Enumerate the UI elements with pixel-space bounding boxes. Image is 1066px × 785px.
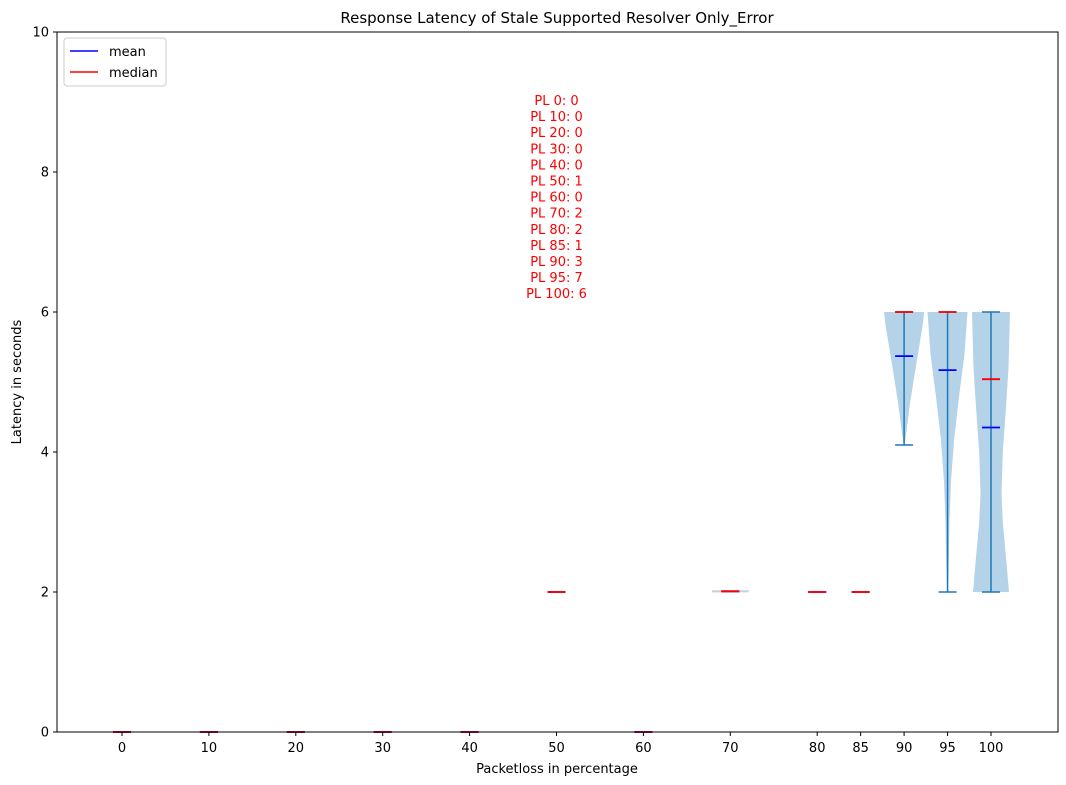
x-axis: 0 10 20 30 40 50 60 70 80 85 90 95 100 bbox=[118, 732, 1004, 756]
y-axis: 0 2 4 6 8 10 bbox=[32, 26, 57, 741]
y-tick-label: 10 bbox=[32, 26, 49, 41]
chart-title: Response Latency of Stale Supported Reso… bbox=[340, 9, 774, 28]
annotation-line: PL 60: 0 bbox=[530, 191, 583, 206]
x-tick-label: 85 bbox=[852, 741, 869, 756]
x-tick-label: 30 bbox=[374, 741, 391, 756]
annotation-line: PL 95: 7 bbox=[530, 271, 583, 286]
legend-box bbox=[63, 37, 167, 87]
y-tick-label: 2 bbox=[41, 586, 49, 601]
annotation-line: PL 20: 0 bbox=[530, 126, 583, 141]
annotation-line: PL 30: 0 bbox=[530, 142, 583, 157]
x-tick-label: 0 bbox=[118, 741, 126, 756]
x-axis-label: Packetloss in percentage bbox=[476, 762, 638, 777]
annotation-line: PL 85: 1 bbox=[530, 239, 583, 254]
x-tick-label: 10 bbox=[201, 741, 218, 756]
legend-mean-label: mean bbox=[109, 45, 146, 60]
annotation-line: PL 100: 6 bbox=[526, 287, 587, 302]
y-axis-label: Latency in seconds bbox=[10, 319, 25, 444]
annotation-line: PL 40: 0 bbox=[530, 158, 583, 173]
x-tick-label: 90 bbox=[896, 741, 913, 756]
x-tick-label: 60 bbox=[635, 741, 652, 756]
annotation-line: PL 70: 2 bbox=[530, 207, 583, 222]
x-tick-label: 50 bbox=[548, 741, 565, 756]
x-tick-label: 95 bbox=[939, 741, 956, 756]
x-tick-label: 100 bbox=[979, 741, 1004, 756]
sample-count-annotation: PL 0: 0PL 10: 0PL 20: 0PL 30: 0PL 40: 0 P… bbox=[526, 94, 587, 302]
legend: mean median bbox=[63, 37, 167, 87]
annotation-line: PL 0: 0 bbox=[534, 94, 578, 109]
y-tick-label: 8 bbox=[41, 166, 49, 181]
annotation-line: PL 10: 0 bbox=[530, 110, 583, 125]
y-tick-label: 0 bbox=[41, 726, 49, 741]
annotation-line: PL 50: 1 bbox=[530, 175, 583, 190]
x-tick-label: 70 bbox=[722, 741, 739, 756]
x-tick-label: 40 bbox=[461, 741, 478, 756]
legend-median-label: median bbox=[109, 66, 158, 81]
x-tick-label: 20 bbox=[288, 741, 305, 756]
y-tick-label: 4 bbox=[41, 446, 49, 461]
annotation-line: PL 80: 2 bbox=[530, 223, 583, 238]
x-tick-label: 80 bbox=[809, 741, 826, 756]
y-tick-label: 6 bbox=[41, 306, 49, 321]
plot-area bbox=[56, 31, 1059, 733]
annotation-line: PL 90: 3 bbox=[530, 255, 583, 270]
